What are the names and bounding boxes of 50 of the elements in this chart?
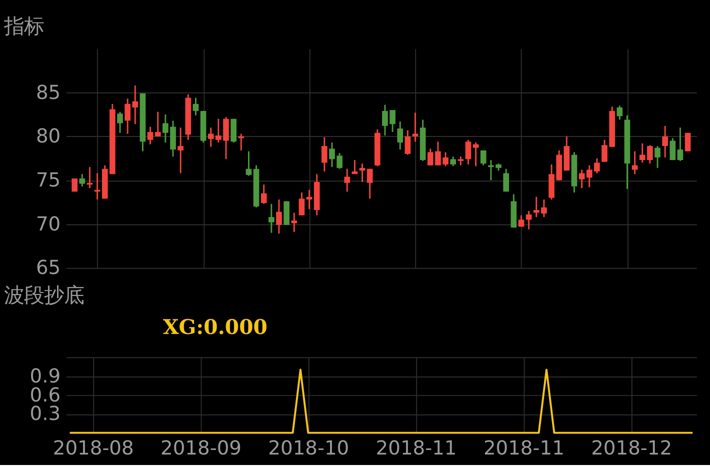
x-tick-label: 2018-11: [376, 436, 457, 460]
y-tick-label: 80: [36, 124, 61, 148]
x-tick-label: 2018-12: [591, 436, 672, 460]
candlestick: [616, 104, 623, 120]
candlestick: [246, 150, 252, 177]
candlestick: [284, 200, 290, 226]
x-tick-label: 2018-10: [268, 436, 350, 460]
candlestick: [79, 173, 86, 188]
candlestick: [412, 112, 418, 142]
candlestick: [344, 168, 350, 192]
y-tick-label: 75: [36, 168, 61, 192]
candlestick: [352, 159, 358, 175]
candlestick: [526, 210, 532, 230]
candlestick: [192, 97, 199, 116]
candlestick: [578, 168, 585, 189]
candlestick: [503, 168, 510, 192]
candlestick: [230, 118, 236, 144]
y-tick-label: 70: [36, 212, 61, 236]
candlestick: [480, 150, 486, 166]
candlestick: [450, 156, 456, 167]
y-tick-label: 65: [36, 256, 61, 280]
candlestick: [322, 136, 328, 172]
text: XG:0.000: [162, 314, 268, 339]
candlestick: [298, 192, 305, 216]
y-tick-label: 85: [36, 80, 61, 104]
candlestick: [670, 137, 676, 161]
candlestick: [397, 120, 404, 150]
candlestick: [465, 139, 472, 166]
candlestick: [291, 212, 298, 233]
candlestick: [147, 126, 154, 145]
candlestick: [268, 203, 274, 234]
x-tick-label: 2018-09: [160, 436, 242, 460]
candlestick: [359, 162, 366, 183]
x-tick-label: 2018-08: [52, 436, 134, 460]
x-tick-label: 2018-11: [483, 436, 564, 460]
candlestick: [117, 111, 123, 134]
candlestick: [654, 145, 660, 169]
candlestick: [276, 198, 282, 234]
candlestick: [154, 111, 161, 138]
chart-title: 指标: [2, 14, 44, 38]
candlestick: [366, 168, 373, 200]
candlestick: [684, 132, 691, 152]
candlestick: [178, 126, 184, 174]
candlestick: [662, 125, 668, 158]
chart-title: 波段抄底: [4, 282, 84, 307]
candlestick: [306, 189, 312, 210]
candlestick: [260, 184, 267, 205]
candlestick: [677, 126, 684, 162]
candlestick: [472, 142, 479, 167]
candlestick: [404, 130, 411, 156]
